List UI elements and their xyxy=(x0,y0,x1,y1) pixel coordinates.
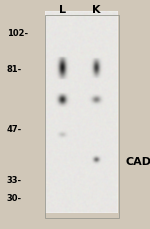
Bar xyxy=(45,16,118,218)
Text: 102-: 102- xyxy=(7,29,28,38)
Text: CAD: CAD xyxy=(126,156,150,166)
Text: 47-: 47- xyxy=(7,125,22,134)
Text: 33-: 33- xyxy=(7,175,22,184)
Text: 30-: 30- xyxy=(7,194,22,203)
Text: L: L xyxy=(59,5,66,15)
Text: 81-: 81- xyxy=(7,64,22,73)
Text: K: K xyxy=(92,5,100,15)
